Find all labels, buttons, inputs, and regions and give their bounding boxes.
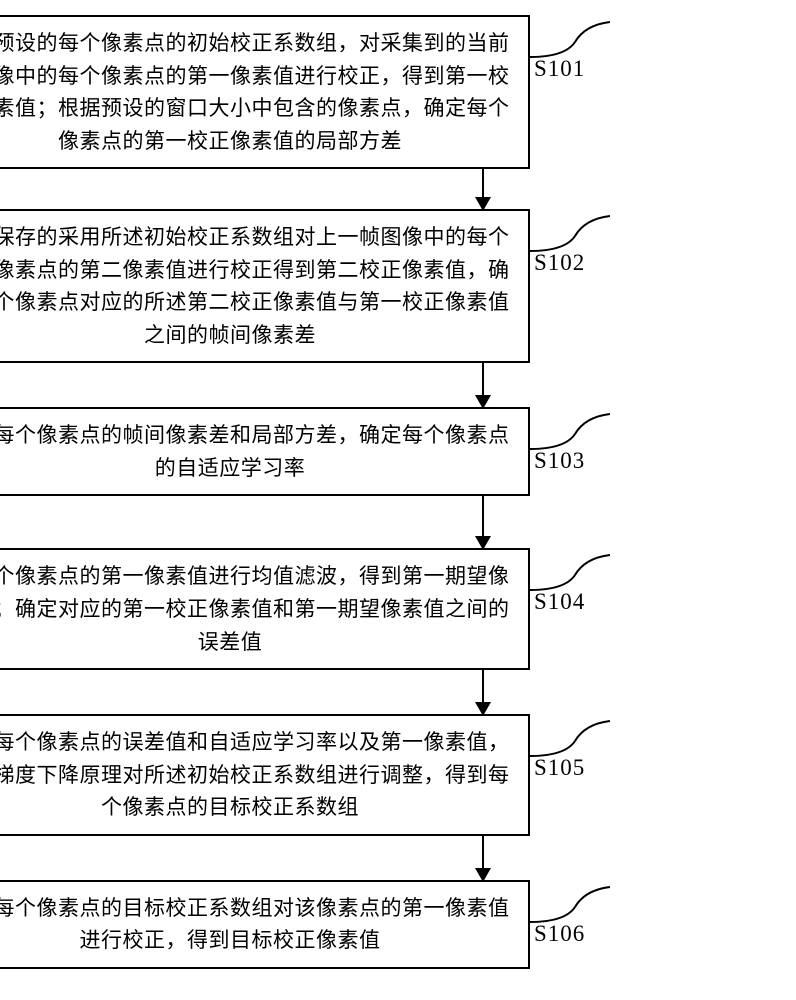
step-box: 根据预设的每个像素点的初始校正系数组，对采集到的当前帧图像中的每个像素点的第一像… — [0, 15, 530, 169]
step-label: S103 — [534, 448, 585, 474]
step-box: 采用每个像素点的目标校正系数组对该像素点的第一像素值进行校正，得到目标校正像素值 — [0, 880, 530, 969]
flow-step: 根据每个像素点的帧间像素差和局部方差，确定每个像素点的自适应学习率 S103 — [0, 407, 726, 496]
step-text: 根据预设的每个像素点的初始校正系数组，对采集到的当前帧图像中的每个像素点的第一像… — [0, 31, 510, 153]
step-label: S101 — [534, 56, 585, 82]
flow-step: 根据每个像素点的误差值和自适应学习率以及第一像素值，采用梯度下降原理对所述初始校… — [0, 714, 726, 836]
arrow-down-icon — [482, 169, 484, 209]
arrow-down-icon — [482, 496, 484, 548]
step-label: S104 — [534, 589, 585, 615]
step-text: 根据保存的采用所述初始校正系数组对上一帧图像中的每个对应像素点的第二像素值进行校… — [0, 225, 510, 347]
step-text: 根据每个像素点的误差值和自适应学习率以及第一像素值，采用梯度下降原理对所述初始校… — [0, 730, 510, 819]
step-connector: S105 — [530, 714, 610, 781]
flow-step: 对每个像素点的第一像素值进行均值滤波，得到第一期望像素值；确定对应的第一校正像素… — [0, 548, 726, 670]
step-connector: S106 — [530, 880, 610, 947]
step-connector: S103 — [530, 407, 610, 474]
step-text: 采用每个像素点的目标校正系数组对该像素点的第一像素值进行校正，得到目标校正像素值 — [0, 896, 510, 953]
step-box: 对每个像素点的第一像素值进行均值滤波，得到第一期望像素值；确定对应的第一校正像素… — [0, 548, 530, 670]
flowchart-container: 根据预设的每个像素点的初始校正系数组，对采集到的当前帧图像中的每个像素点的第一像… — [18, 15, 638, 969]
step-box: 根据每个像素点的误差值和自适应学习率以及第一像素值，采用梯度下降原理对所述初始校… — [0, 714, 530, 836]
step-label: S106 — [534, 921, 585, 947]
step-text: 根据每个像素点的帧间像素差和局部方差，确定每个像素点的自适应学习率 — [0, 423, 510, 480]
step-box: 根据保存的采用所述初始校正系数组对上一帧图像中的每个对应像素点的第二像素值进行校… — [0, 209, 530, 363]
step-connector: S102 — [530, 209, 610, 276]
arrow-down-icon — [482, 836, 484, 880]
flow-step: 根据保存的采用所述初始校正系数组对上一帧图像中的每个对应像素点的第二像素值进行校… — [0, 209, 726, 363]
arrow-down-icon — [482, 670, 484, 714]
step-box: 根据每个像素点的帧间像素差和局部方差，确定每个像素点的自适应学习率 — [0, 407, 530, 496]
step-text: 对每个像素点的第一像素值进行均值滤波，得到第一期望像素值；确定对应的第一校正像素… — [0, 564, 510, 653]
step-connector: S101 — [530, 15, 610, 82]
step-label: S105 — [534, 755, 585, 781]
step-label: S102 — [534, 250, 585, 276]
arrow-down-icon — [482, 363, 484, 407]
flow-step: 根据预设的每个像素点的初始校正系数组，对采集到的当前帧图像中的每个像素点的第一像… — [0, 15, 726, 169]
flow-step: 采用每个像素点的目标校正系数组对该像素点的第一像素值进行校正，得到目标校正像素值… — [0, 880, 726, 969]
step-connector: S104 — [530, 548, 610, 615]
